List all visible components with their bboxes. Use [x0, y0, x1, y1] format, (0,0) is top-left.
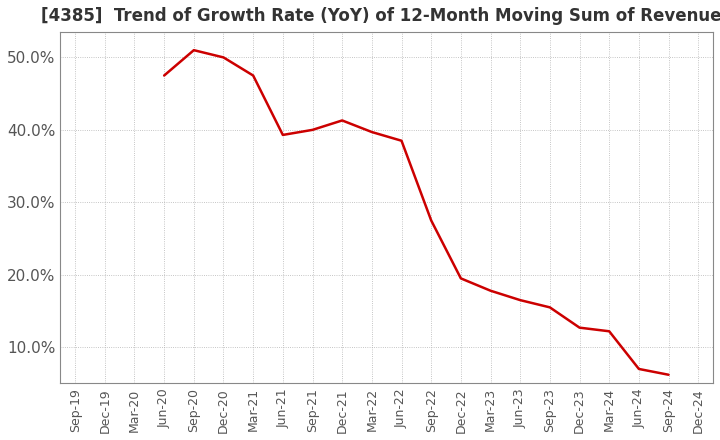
Title: [4385]  Trend of Growth Rate (YoY) of 12-Month Moving Sum of Revenues: [4385] Trend of Growth Rate (YoY) of 12-…: [42, 7, 720, 25]
